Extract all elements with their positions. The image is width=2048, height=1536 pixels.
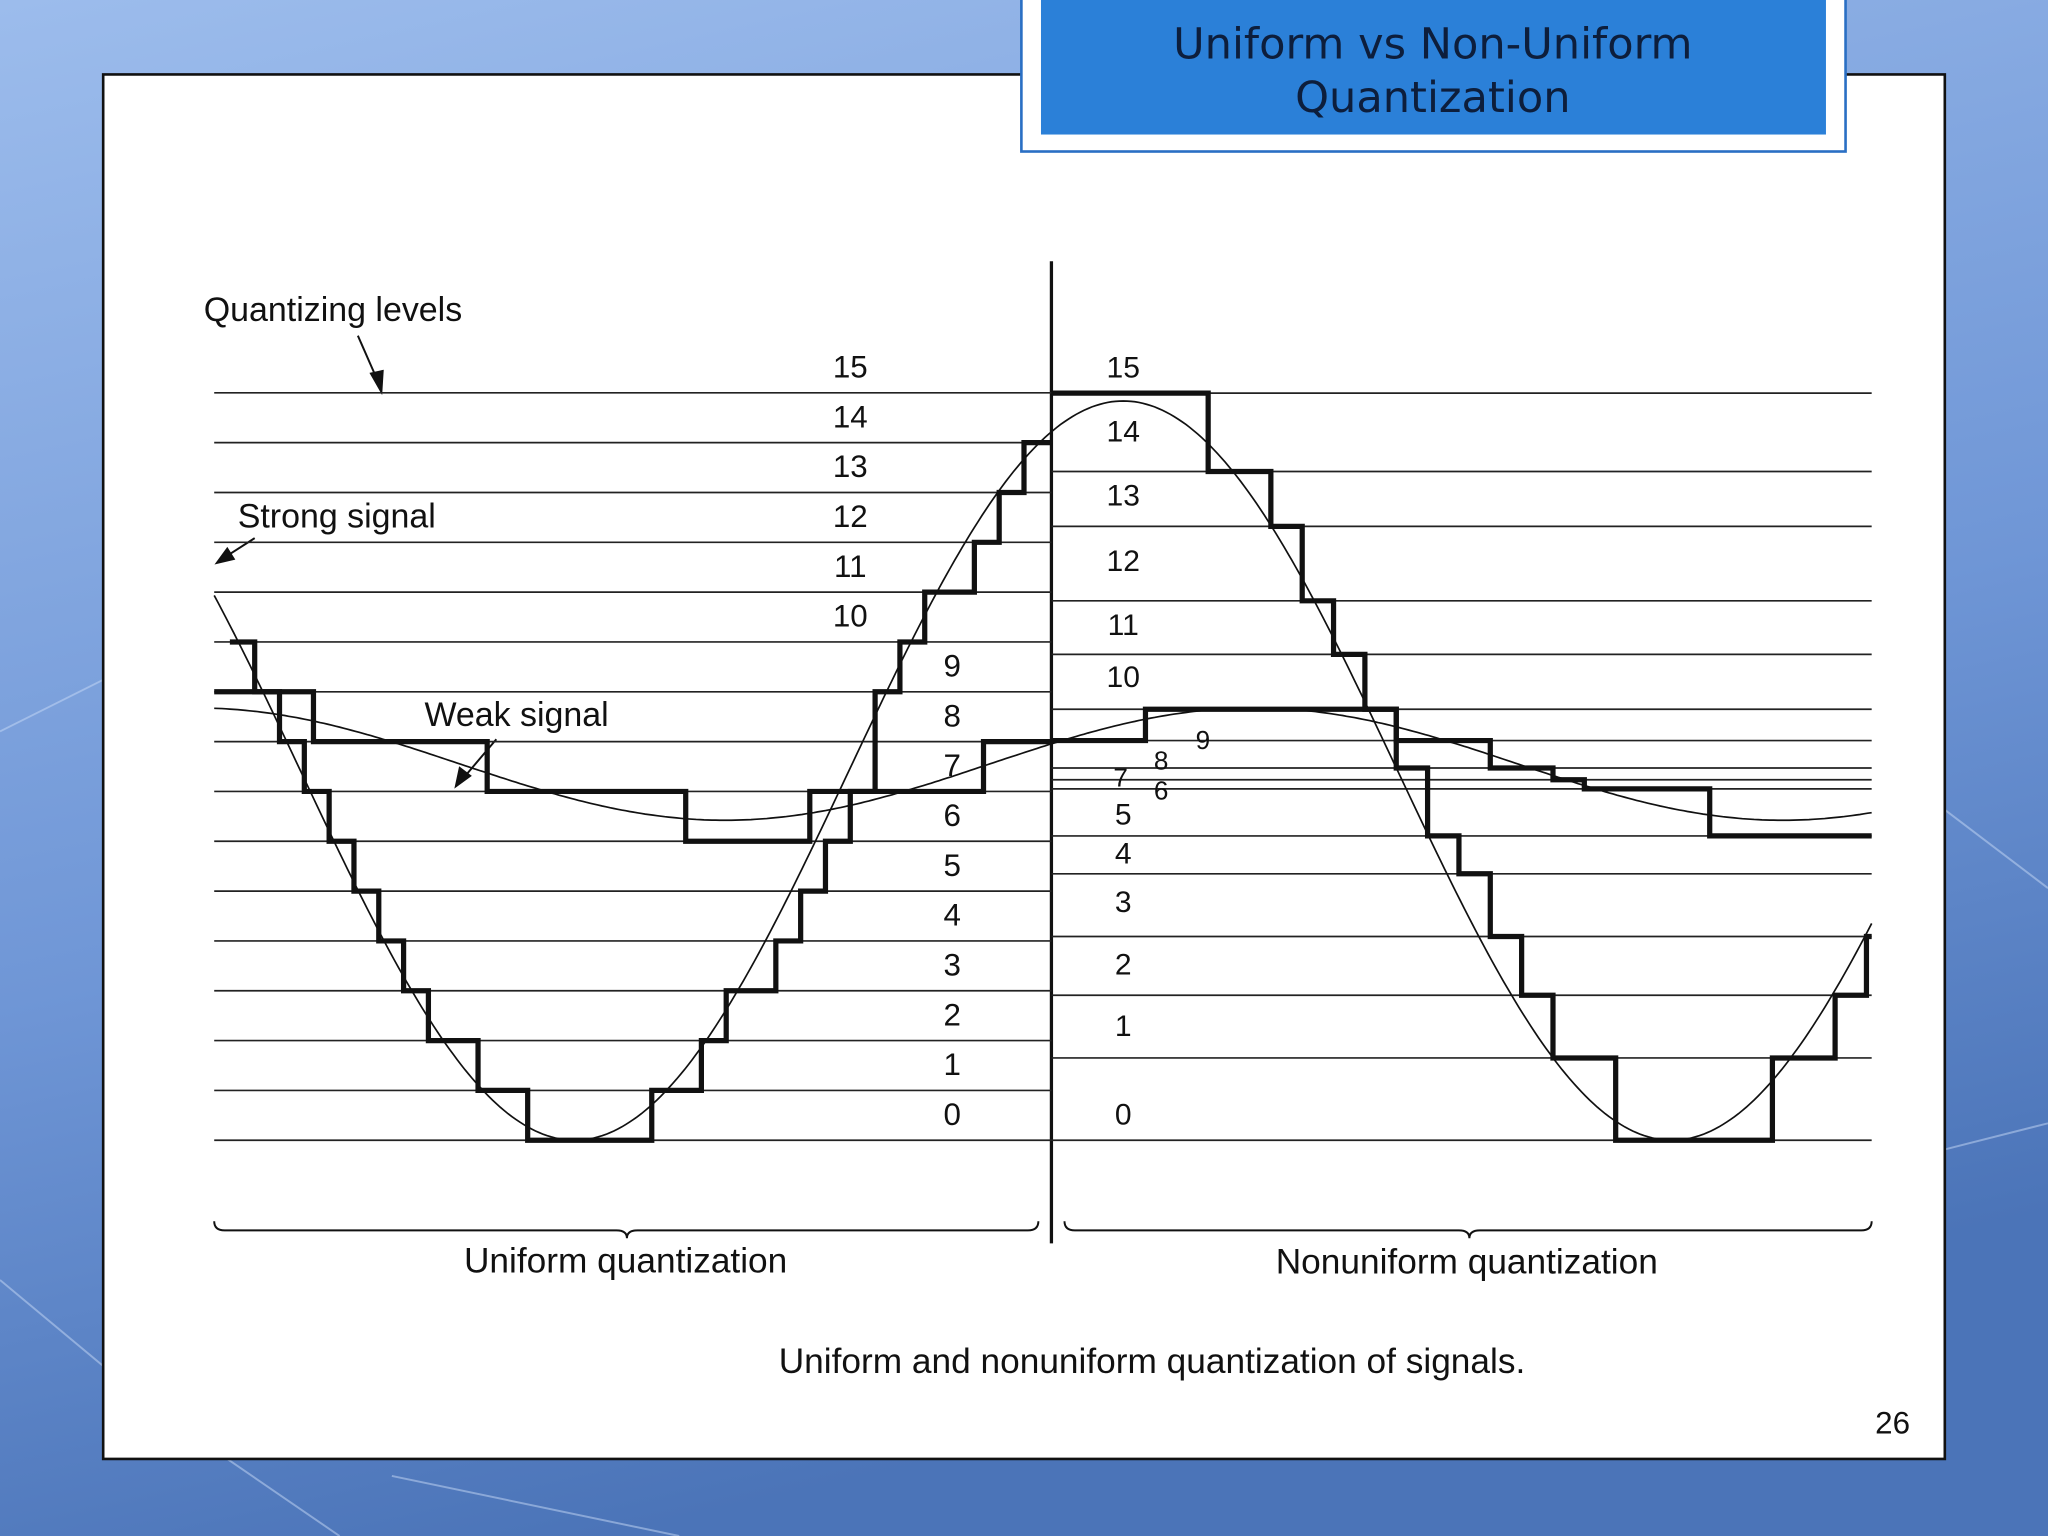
level-label: 6 [1154, 776, 1169, 806]
level-label: 2 [943, 997, 960, 1032]
level-label: 11 [1108, 609, 1139, 642]
title-line: Uniform vs Non-Uniform [1173, 20, 1692, 70]
title-line: Quantization [1295, 73, 1570, 123]
level-label: 3 [943, 948, 960, 983]
analog-signal [213, 400, 1873, 1142]
arrows [214, 335, 498, 789]
level-label: 5 [1115, 798, 1132, 831]
brace [213, 1221, 1040, 1239]
level-label: 10 [833, 599, 868, 634]
level-label: 5 [943, 848, 960, 883]
page-number: 26 [1875, 1405, 1910, 1440]
level-label: 8 [943, 698, 960, 733]
level-label: 3 [1115, 886, 1132, 919]
level-label: 0 [943, 1097, 960, 1132]
arrowhead [369, 369, 384, 396]
arrowhead [214, 546, 236, 565]
level-label: 4 [1115, 837, 1132, 870]
level-label: 7 [1113, 763, 1128, 793]
annotation: Strong signal [238, 497, 436, 535]
quantized-signal [1051, 706, 1872, 839]
level-label: 9 [943, 649, 960, 684]
level-label: 12 [1107, 545, 1140, 578]
section-label: Nonuniform quantization [1276, 1243, 1658, 1282]
diagram: Quantizing levels Strong signal Weak sig… [204, 261, 1873, 1282]
level-label: 13 [1107, 480, 1140, 513]
level-label: 15 [1107, 352, 1140, 385]
caption: Uniform and nonuniform quantization of s… [779, 1342, 1526, 1381]
content-panel [101, 73, 1947, 1461]
title-box [1040, 0, 1826, 135]
quantized-signal [214, 689, 1052, 844]
quantized-signal [1051, 390, 1872, 1143]
level-label: 11 [834, 549, 867, 584]
brace [1063, 1221, 1873, 1239]
arrowhead [454, 766, 472, 789]
level-label: 14 [833, 399, 868, 434]
level-label: 13 [833, 449, 868, 484]
level-label: 0 [1115, 1099, 1132, 1132]
level-label: 1 [1115, 1010, 1132, 1043]
annotation: Quantizing levels [204, 291, 462, 329]
quantized-signal [229, 440, 1052, 1143]
level-label: 9 [1196, 725, 1211, 755]
annotation: Weak signal [424, 696, 608, 734]
level-label: 8 [1154, 746, 1169, 776]
level-label: 10 [1107, 661, 1140, 694]
level-label: 12 [833, 499, 868, 534]
level-label: 14 [1107, 416, 1140, 449]
level-label: 4 [943, 898, 960, 933]
level-label: 2 [1115, 948, 1132, 981]
level-label: 6 [943, 798, 960, 833]
level-label: 1 [943, 1047, 960, 1082]
level-label: 15 [833, 350, 868, 385]
section-label: Uniform quantization [464, 1241, 787, 1280]
